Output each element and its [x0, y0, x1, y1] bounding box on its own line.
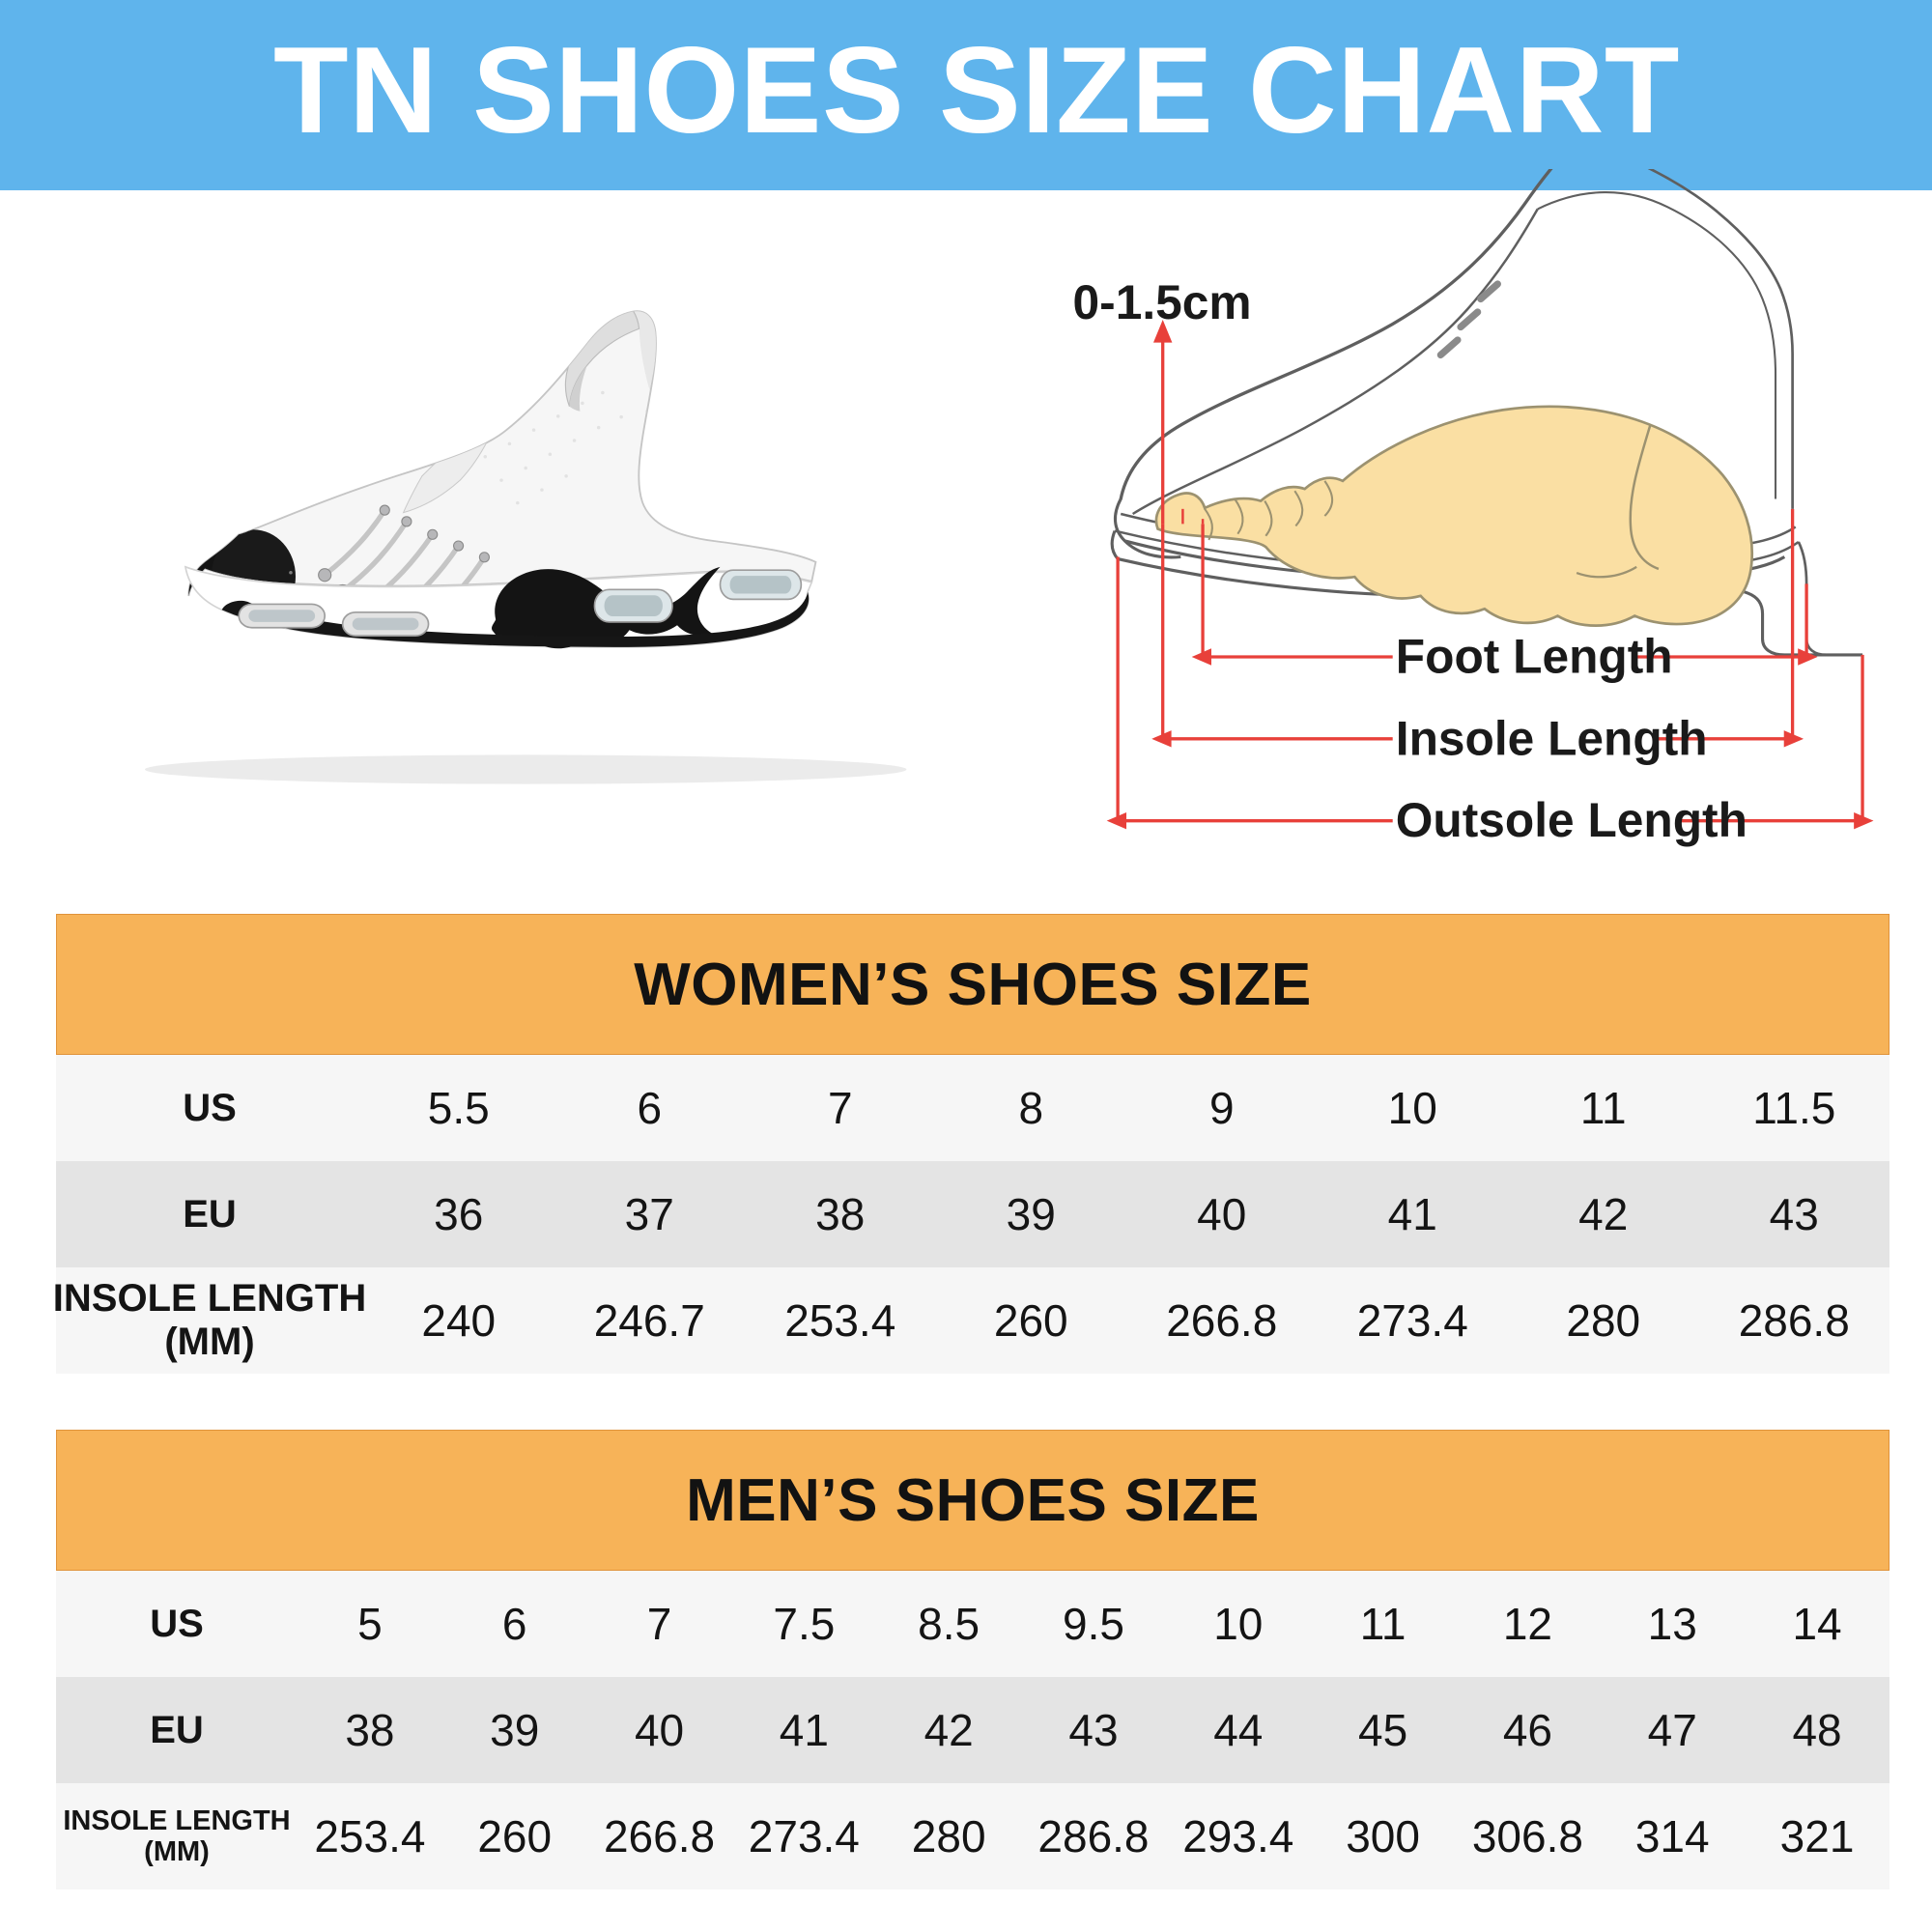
svg-text:Foot Length: Foot Length [1396, 630, 1673, 684]
svg-text:Insole Length: Insole Length [1396, 711, 1708, 765]
svg-text:0-1.5cm: 0-1.5cm [1073, 275, 1252, 329]
svg-text:Outsole Length: Outsole Length [1396, 793, 1747, 847]
